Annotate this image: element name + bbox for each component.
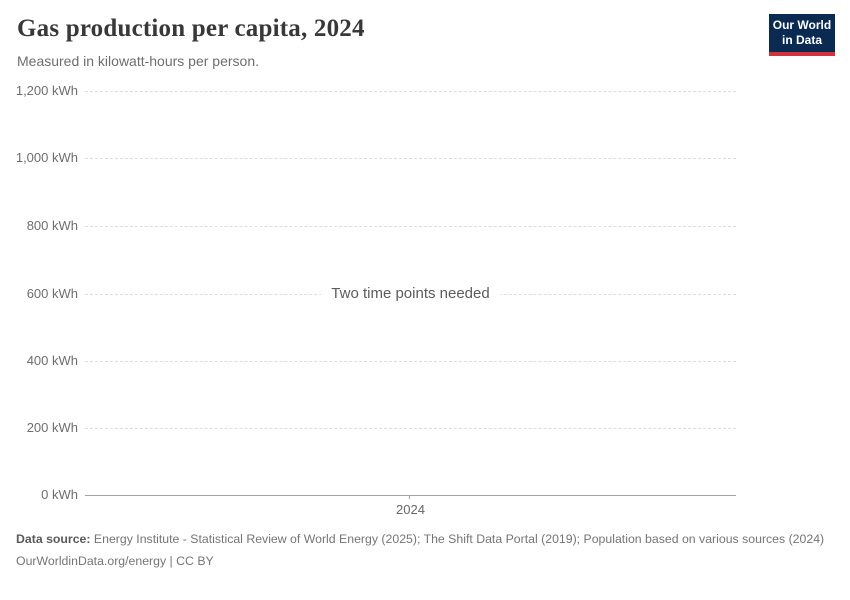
y-tick-label: 1,000 kWh <box>15 150 78 165</box>
x-axis-baseline <box>85 495 736 496</box>
page-title: Gas production per capita, 2024 <box>17 15 365 42</box>
empty-state-wrap: Two time points needed <box>85 283 736 305</box>
owid-url-link[interactable]: OurWorldinData.org/energy <box>16 553 167 568</box>
empty-state-message: Two time points needed <box>321 283 500 305</box>
data-source-text: Energy Institute - Statistical Review of… <box>90 532 825 546</box>
y-tick-label: 400 kWh <box>26 353 78 368</box>
y-tick-label: 0 kWh <box>41 487 78 502</box>
y-tick-label: 800 kWh <box>26 218 78 233</box>
logo-text-line1: Our World <box>772 18 832 32</box>
data-source-line: Data source: Energy Institute - Statisti… <box>16 532 828 548</box>
gridline-1200 <box>85 91 736 92</box>
footer-link-line: OurWorldinData.org/energy | CC BY <box>16 554 828 569</box>
y-tick-label: 200 kWh <box>26 420 78 435</box>
gridline-1000 <box>85 158 736 159</box>
y-tick-label: 600 kWh <box>26 286 78 301</box>
owid-logo[interactable]: Our World in Data <box>769 14 835 56</box>
x-axis-tick <box>409 495 410 499</box>
y-tick-label: 1,200 kWh <box>15 83 78 98</box>
x-tick-label: 2024 <box>396 502 425 517</box>
chart-footer: Data source: Energy Institute - Statisti… <box>16 532 828 569</box>
gridline-400 <box>85 361 736 362</box>
chart-subtitle: Measured in kilowatt-hours per person. <box>17 53 260 69</box>
footer-divider: | <box>166 553 177 568</box>
logo-text-line2: in Data <box>781 33 822 47</box>
license-link[interactable]: CC BY <box>176 553 214 568</box>
gridline-200 <box>85 428 736 429</box>
data-source-label: Data source: <box>16 532 91 546</box>
gridline-800 <box>85 226 736 227</box>
